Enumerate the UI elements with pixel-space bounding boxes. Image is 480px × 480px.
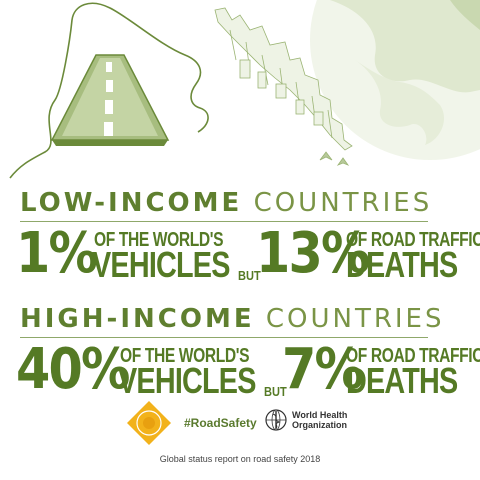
- low-income-heading-bold: LOW-INCOME: [20, 188, 243, 218]
- hero-illustration: [9, 0, 480, 179]
- high-deaths-line2: DEATHS: [346, 360, 458, 401]
- low-deaths-pct: 13%: [256, 221, 370, 286]
- high-deaths-pct: 7%: [282, 337, 364, 402]
- low-vehicles-line1: OF THE WORLD'S: [94, 229, 224, 251]
- high-but: BUT: [264, 384, 287, 399]
- high-deaths-line1: OF ROAD TRAFFIC: [346, 345, 480, 367]
- who-line1: World Health: [292, 410, 348, 420]
- high-income-stats: 40% OF THE WORLD'S VEHICLES BUT 7% OF RO…: [16, 337, 480, 404]
- decade-of-action-badge-icon: [127, 401, 171, 445]
- low-but: BUT: [238, 268, 261, 283]
- low-income-divider: [20, 221, 428, 222]
- high-vehicles-line2: VEHICLES: [118, 360, 256, 401]
- who-line2: Organization: [292, 420, 348, 430]
- high-income-heading-bold: HIGH-INCOME: [20, 304, 255, 334]
- city-skyline-icon: [214, 7, 353, 166]
- low-income-heading: LOW-INCOME COUNTRIES: [20, 188, 440, 218]
- high-income-heading-light: COUNTRIES: [265, 304, 445, 334]
- footer-logos: #RoadSafety World Health Organization: [0, 398, 480, 448]
- report-caption: Global status report on road safety 2018: [159, 454, 321, 464]
- who-emblem-icon: [265, 409, 287, 431]
- globe-icon: [310, 0, 480, 160]
- high-vehicles-pct: 40%: [16, 337, 130, 402]
- low-deaths-line1: OF ROAD TRAFFIC: [346, 229, 480, 251]
- low-vehicles-line2: VEHICLES: [92, 244, 230, 285]
- low-deaths-line2: DEATHS: [346, 244, 458, 285]
- winding-path: [9, 2, 209, 179]
- hashtag-roadsafety[interactable]: #RoadSafety: [184, 416, 257, 430]
- high-vehicles-line1: OF THE WORLD'S: [120, 345, 250, 367]
- low-income-stats: 1% OF THE WORLD'S VEHICLES BUT 13% OF RO…: [16, 221, 480, 288]
- low-vehicles-pct: 1%: [16, 221, 98, 286]
- who-name: World Health Organization: [292, 410, 347, 430]
- road-icon: [50, 54, 170, 146]
- high-income-divider: [20, 337, 428, 338]
- high-income-heading: HIGH-INCOME COUNTRIES: [20, 304, 442, 334]
- low-income-heading-light: COUNTRIES: [253, 188, 433, 218]
